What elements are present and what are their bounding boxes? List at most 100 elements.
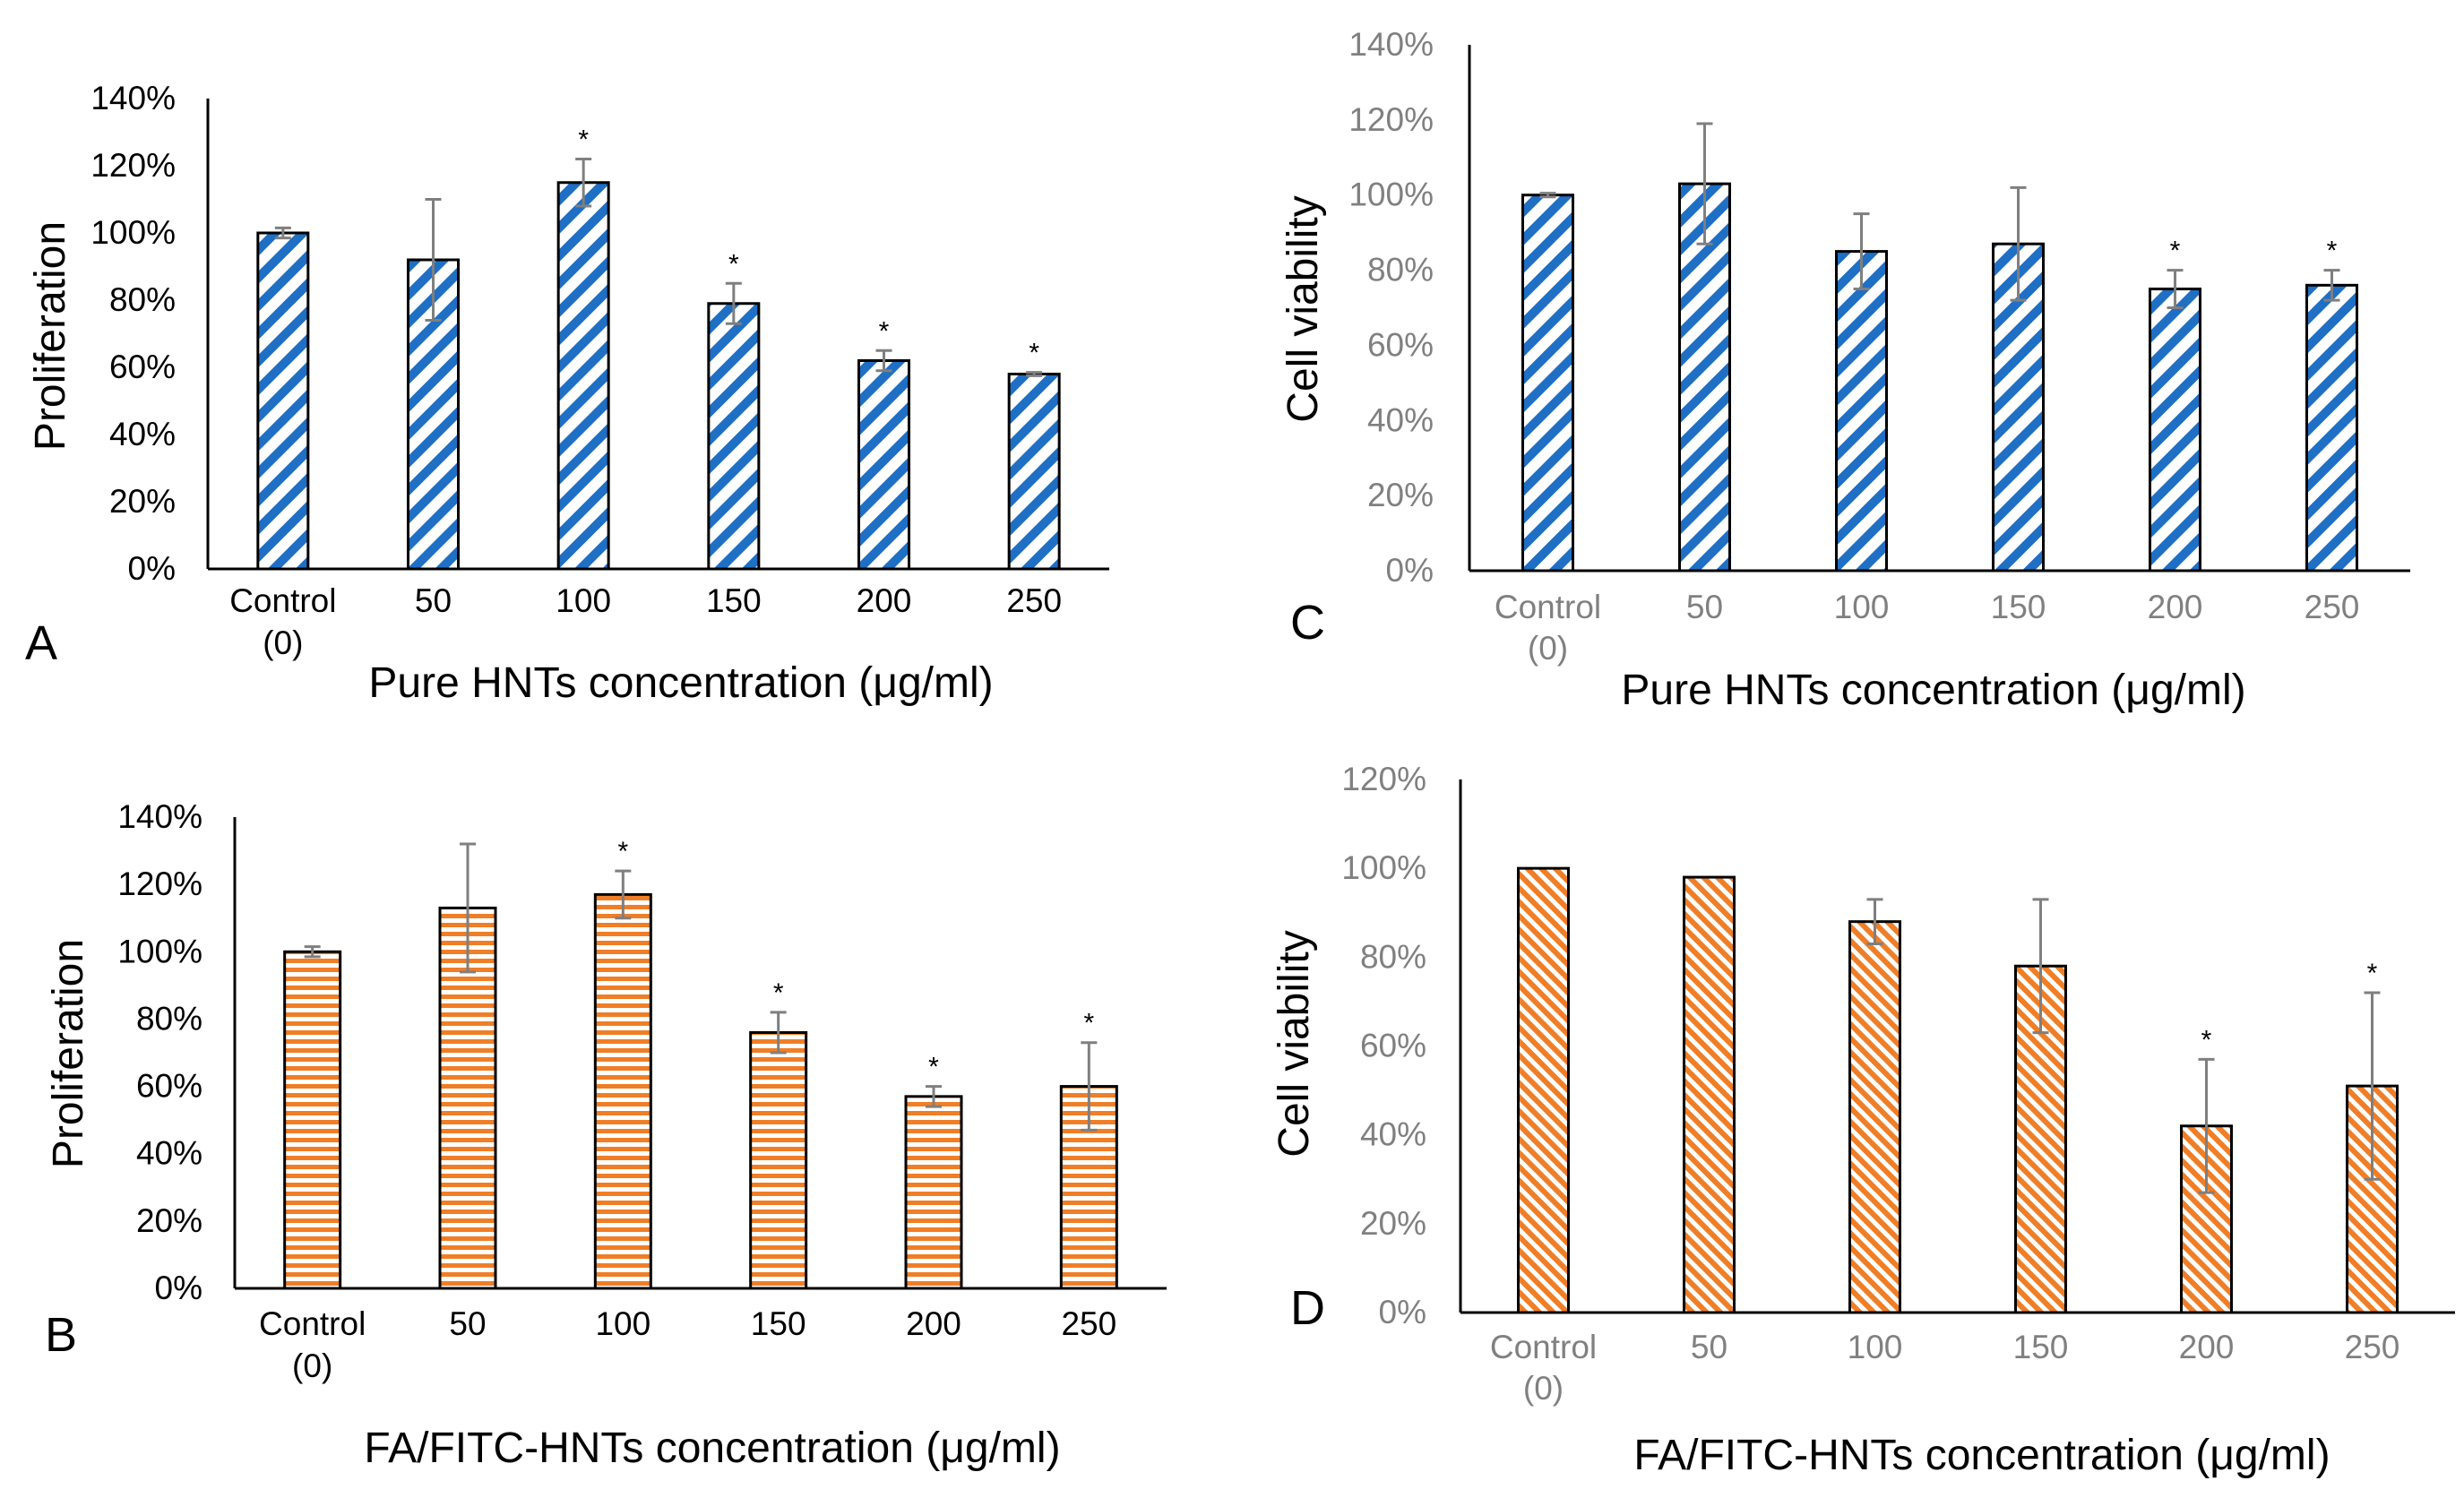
panel-d-y-tick-label: 20%	[1360, 1205, 1426, 1242]
panel-a-significance-marker: *	[578, 125, 589, 155]
panel-a-xlabel: Pure HNTs concentration (μg/ml)	[368, 659, 993, 707]
panel-a-y-tick-label: 60%	[109, 349, 176, 385]
panel-c-x-tick-label: 100	[1834, 589, 1890, 625]
panel-d-bar	[1683, 875, 1736, 1314]
panel-d-x-tick-label: 50	[1691, 1329, 1727, 1365]
panel-a-x-tick-label: 200	[857, 582, 912, 619]
panel-b-bar	[283, 950, 342, 1290]
panel-c-xlabel: Pure HNTs concentration (μg/ml)	[1621, 667, 2245, 714]
panel-a-plot: 0% 20% 40% 60% 80% 100% 120% 140% Control (0) 50 * 1…	[90, 80, 1109, 661]
panel-d-y-tick-label: 60%	[1360, 1028, 1426, 1064]
panel-d-x-tick-label: 200	[2179, 1329, 2235, 1365]
panel-c-bar	[1835, 250, 1888, 573]
panel-c-y-tick-label: 20%	[1367, 477, 1434, 513]
panel-b-x-tick-label: 200	[906, 1305, 961, 1342]
panel-c-bar	[1678, 182, 1731, 573]
panel-c-y-tick-label: 140%	[1348, 26, 1434, 63]
panel-c-y-tick-label: 60%	[1367, 326, 1434, 363]
panel-a: 0% 20% 40% 60% 80% 100% 120% 140% Control (0) 50 * 1…	[25, 80, 1109, 707]
panel-c: 0% 20% 40% 60% 80% 100% 120% 140% Control (0) 50 10…	[1279, 26, 2410, 714]
panel-d-x-tick-label: 250	[2345, 1329, 2400, 1365]
panel-d-y-tick-label: 40%	[1360, 1116, 1426, 1153]
panel-a-x-tick-label: (0)	[263, 624, 303, 661]
panel-c-significance-marker: *	[2327, 237, 2338, 266]
panel-c-plot: 0% 20% 40% 60% 80% 100% 120% 140% Control (0) 50 10…	[1348, 26, 2410, 667]
panel-a-bar	[556, 181, 610, 571]
panel-c-y-tick-label: 40%	[1367, 401, 1434, 438]
panel-a-y-tick-label: 40%	[109, 416, 176, 452]
panel-b-y-tick-label: 100%	[117, 933, 202, 969]
panel-c-bar	[2149, 288, 2201, 573]
panel-b-x-tick-label: 50	[449, 1305, 486, 1342]
panel-d-y-tick-label: 100%	[1341, 849, 1426, 886]
panel-d-significance-marker: *	[2367, 959, 2378, 988]
panel-a-significance-marker: *	[728, 249, 739, 279]
panel-c-x-tick-label: 150	[1991, 589, 2046, 625]
panel-a-bar	[256, 231, 310, 571]
panel-b-x-tick-label: 150	[751, 1305, 806, 1342]
panel-a-bar	[857, 359, 910, 571]
panel-b-plot: 0% 20% 40% 60% 80% 100% 120% 140% Control (0) 50 * 1…	[117, 798, 1167, 1384]
panel-a-y-tick-label: 80%	[109, 281, 176, 318]
panel-d-xlabel: FA/FITC-HNTs concentration (μg/ml)	[1633, 1432, 2330, 1479]
panel-c-x-tick-label: 200	[2148, 589, 2203, 625]
panel-b-bar	[593, 892, 652, 1290]
panel-b-bar	[904, 1095, 963, 1290]
panel-a-y-tick-label: 120%	[90, 147, 176, 184]
panel-c-y-tick-label: 100%	[1348, 176, 1434, 213]
panel-c-significance-marker: *	[2170, 237, 2181, 266]
panel-b-significance-marker: *	[1083, 1009, 1094, 1038]
panel-c-y-tick-label: 120%	[1348, 101, 1434, 138]
panel-b-y-tick-label: 0%	[155, 1270, 202, 1306]
panel-b-x-tick-label: 250	[1061, 1305, 1116, 1342]
panel-b-letter: B	[45, 1308, 77, 1362]
panel-b-xlabel: FA/FITC-HNTs concentration (μg/ml)	[364, 1425, 1060, 1472]
panel-a-letter: A	[25, 616, 57, 670]
panel-c-x-tick-label: (0)	[1528, 630, 1568, 667]
panel-b-significance-marker: *	[773, 978, 784, 1008]
panel-a-x-tick-label: 50	[415, 582, 452, 619]
panel-d-letter: D	[1290, 1281, 1325, 1335]
panel-a-y-tick-label: 0%	[128, 550, 176, 587]
panel-b-x-tick-label: Control	[259, 1305, 366, 1342]
panel-b-y-tick-label: 80%	[136, 1000, 202, 1037]
panel-b-y-tick-label: 40%	[136, 1135, 202, 1172]
panel-a-x-tick-label: 250	[1006, 582, 1062, 619]
panel-d-significance-marker: *	[2201, 1025, 2212, 1055]
panel-b-significance-marker: *	[928, 1053, 939, 1082]
panel-d-x-tick-label: Control	[1490, 1329, 1597, 1365]
panel-d-y-tick-label: 0%	[1379, 1294, 1426, 1330]
panel-b-x-tick-label: (0)	[292, 1347, 332, 1384]
panel-d-bar	[1848, 920, 1901, 1314]
panel-b-y-tick-label: 120%	[117, 865, 202, 902]
panel-d-y-tick-label: 120%	[1341, 761, 1426, 797]
panel-b-bar	[749, 1030, 808, 1290]
panel-d-ylabel: Cell viability	[1271, 930, 1318, 1157]
panel-d-x-tick-label: (0)	[1523, 1370, 1564, 1407]
panel-c-y-tick-label: 80%	[1367, 252, 1434, 288]
panel-a-y-tick-label: 20%	[109, 483, 176, 520]
panel-b-significance-marker: *	[617, 837, 628, 866]
panel-d-y-tick-label: 80%	[1360, 938, 1426, 975]
panel-d-x-tick-label: 150	[2013, 1329, 2069, 1365]
panel-a-x-tick-label: 100	[556, 582, 611, 619]
panel-c-letter: C	[1290, 596, 1325, 650]
panel-a-significance-marker: *	[879, 316, 890, 346]
panel-a-bar	[1007, 373, 1061, 571]
panel-c-bar	[2305, 283, 2358, 573]
panel-c-ylabel: Cell viability	[1279, 195, 1327, 422]
panel-c-bar	[1521, 194, 1574, 573]
panel-a-y-tick-label: 140%	[90, 80, 176, 116]
panel-c-x-tick-label: 50	[1686, 589, 1723, 625]
panel-a-y-tick-label: 100%	[90, 214, 176, 251]
panel-b-y-tick-label: 20%	[136, 1202, 202, 1239]
panel-a-bar	[707, 302, 761, 571]
panel-b-x-tick-label: 100	[595, 1305, 650, 1342]
panel-b-ylabel: Proliferation	[45, 939, 92, 1168]
panel-a-ylabel: Proliferation	[27, 221, 74, 451]
panel-c-y-tick-label: 0%	[1386, 552, 1434, 589]
panel-a-x-tick-label: Control	[229, 582, 336, 619]
panel-c-x-tick-label: Control	[1495, 589, 1601, 625]
panel-d-bar	[1517, 866, 1570, 1314]
